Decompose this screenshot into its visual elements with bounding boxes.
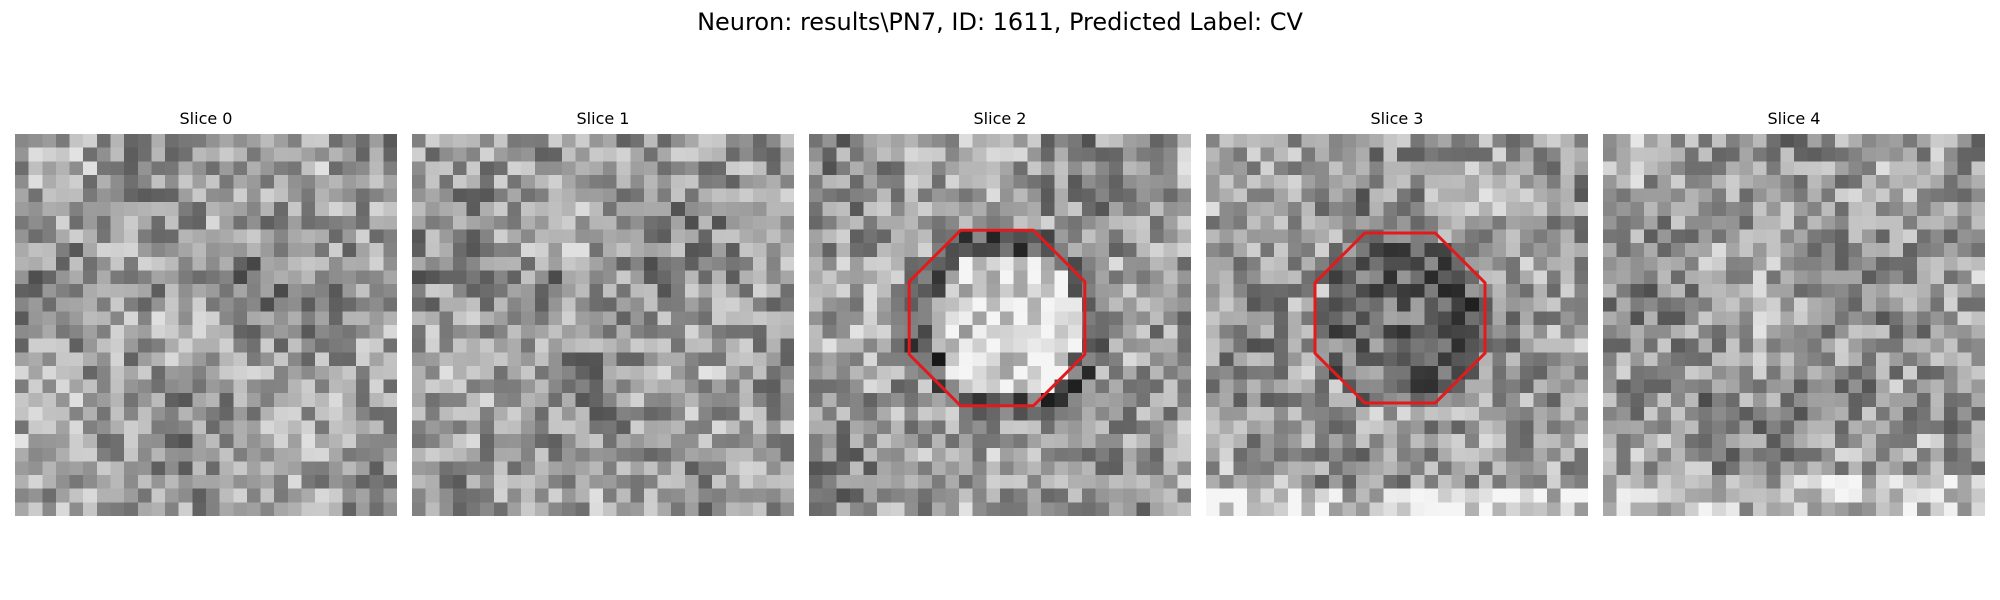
slice-title-1: Slice 1 xyxy=(576,109,630,128)
figure-title: Neuron: results\PN7, ID: 1611, Predicted… xyxy=(697,8,1303,36)
slice-title-0: Slice 0 xyxy=(179,109,233,128)
slice-title-4: Slice 4 xyxy=(1767,109,1821,128)
slice-image-1 xyxy=(412,134,794,516)
slice-title-2: Slice 2 xyxy=(973,109,1027,128)
slice-panel-1: Slice 1 xyxy=(412,108,794,518)
detection-outline-2 xyxy=(907,228,1087,408)
slice-image-0 xyxy=(15,134,397,516)
slice-image-4 xyxy=(1603,134,1985,516)
slice-title-3: Slice 3 xyxy=(1370,109,1424,128)
slice-panel-0: Slice 0 xyxy=(15,108,397,518)
slice-image-3 xyxy=(1206,134,1588,516)
slice-panel-3: Slice 3 xyxy=(1206,108,1588,518)
slice-panel-4: Slice 4 xyxy=(1603,108,1985,518)
slice-image-2 xyxy=(809,134,1191,516)
slice-panel-2: Slice 2 xyxy=(809,108,1191,518)
detection-outline-3 xyxy=(1313,231,1487,405)
